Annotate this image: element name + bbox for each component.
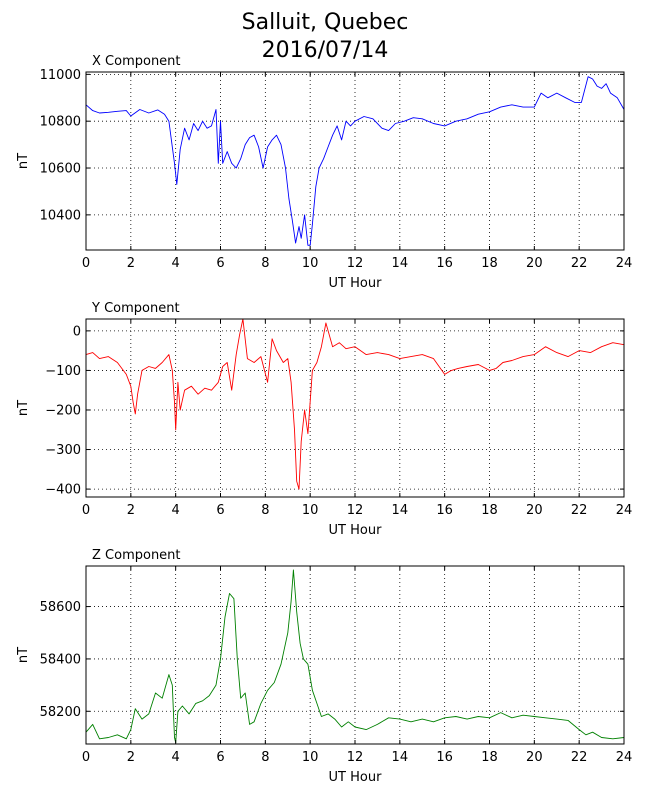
chart-1: 0 2 4 6 8 10 12 14 16 18 20 22 241040010600108001100… [16, 54, 632, 291]
y-tick-label: 10600 [40, 162, 81, 177]
chart-2: 0 2 4 6 8 10 12 14 16 18 20 22 240−100−200−300−400Y … [16, 301, 632, 538]
x-tick-label: 22 [571, 256, 588, 271]
x-tick-label: 20 [526, 503, 543, 518]
x-tick-label: 8 [261, 503, 269, 518]
figure-title-line2: 2016/07/14 [261, 38, 389, 63]
x-tick-label: 18 [481, 503, 498, 518]
chart-subtitle: Y Component [91, 301, 180, 316]
x-tick-label: 20 [526, 256, 543, 271]
x-tick-label: 10 [302, 256, 319, 271]
y-tick-label: −200 [45, 403, 81, 418]
y-tick-label: 58200 [40, 705, 81, 720]
x-tick-label: 20 [526, 750, 543, 765]
y-tick-label: −300 [45, 443, 81, 458]
y-tick-label: 10800 [40, 115, 81, 130]
x-tick-label: 10 [302, 503, 319, 518]
x-tick-label: 2 [127, 256, 135, 271]
x-tick-label: 4 [172, 256, 180, 271]
x-tick-label: 24 [616, 256, 633, 271]
y-axis-label: nT [16, 153, 31, 169]
x-tick-label: 0 [82, 750, 90, 765]
y-tick-label: −100 [45, 364, 81, 379]
series-line [85, 76, 625, 246]
x-tick-label: 2 [127, 750, 135, 765]
x-tick-label: 24 [616, 750, 633, 765]
x-tick-label: 6 [216, 256, 224, 271]
series-line [85, 569, 625, 744]
x-tick-label: 14 [392, 503, 409, 518]
x-tick-label: 12 [347, 750, 364, 765]
x-tick-label: 0 [82, 256, 90, 271]
x-tick-label: 22 [571, 750, 588, 765]
x-tick-label: 12 [347, 503, 364, 518]
x-tick-label: 6 [216, 750, 224, 765]
x-tick-label: 12 [347, 256, 364, 271]
x-tick-label: 6 [216, 503, 224, 518]
x-tick-label: 2 [127, 503, 135, 518]
y-axis-label: nT [16, 400, 31, 416]
x-tick-label: 16 [436, 750, 453, 765]
x-tick-label: 8 [261, 256, 269, 271]
x-axis-label: UT Hour [329, 770, 383, 785]
x-tick-label: 8 [261, 750, 269, 765]
x-tick-label: 14 [392, 256, 409, 271]
x-tick-label: 0 [82, 503, 90, 518]
y-tick-label: 58600 [40, 600, 81, 615]
x-tick-label: 4 [172, 750, 180, 765]
x-tick-label: 10 [302, 750, 319, 765]
chart-subtitle: X Component [92, 54, 181, 69]
x-tick-label: 22 [571, 503, 588, 518]
figure-title-line1: Salluit, Quebec [241, 10, 409, 35]
y-tick-label: 0 [73, 324, 81, 339]
x-tick-label: 16 [436, 256, 453, 271]
y-tick-label: 58400 [40, 652, 81, 667]
x-tick-label: 24 [616, 503, 633, 518]
chart-subtitle: Z Component [92, 548, 181, 563]
x-tick-label: 16 [436, 503, 453, 518]
y-axis-label: nT [16, 647, 31, 663]
x-axis-label: UT Hour [329, 276, 383, 291]
y-tick-label: −400 [45, 483, 81, 498]
x-tick-label: 14 [392, 750, 409, 765]
y-tick-label: 10400 [40, 208, 81, 223]
x-axis-label: UT Hour [329, 523, 383, 538]
x-tick-label: 18 [481, 750, 498, 765]
x-tick-label: 4 [172, 503, 180, 518]
x-tick-label: 18 [481, 256, 498, 271]
series-line [85, 318, 625, 490]
y-tick-label: 11000 [40, 68, 81, 83]
